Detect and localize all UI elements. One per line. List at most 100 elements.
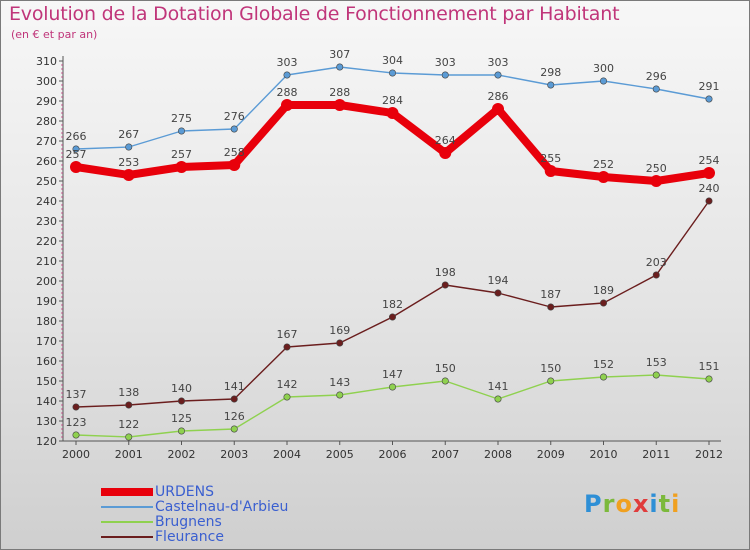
data-point (652, 371, 660, 379)
data-point (547, 377, 555, 385)
data-point (441, 281, 449, 289)
data-label: 266 (66, 130, 87, 143)
data-label: 288 (329, 86, 350, 99)
data-point (122, 169, 135, 181)
data-point (230, 425, 238, 433)
data-label: 300 (593, 62, 614, 75)
data-label: 257 (171, 148, 192, 161)
data-point (388, 69, 396, 77)
data-label: 143 (329, 376, 350, 389)
x-tick-label: 2005 (326, 448, 354, 461)
data-point (230, 395, 238, 403)
data-label: 125 (171, 412, 192, 425)
x-tick-label: 2012 (695, 448, 723, 461)
data-point (544, 165, 557, 177)
data-label: 189 (593, 284, 614, 297)
legend-swatch (101, 488, 153, 496)
data-point (230, 125, 238, 133)
data-point (125, 401, 133, 409)
data-point (333, 99, 346, 111)
data-label: 126 (224, 410, 245, 423)
data-point (441, 71, 449, 79)
data-label: 267 (118, 128, 139, 141)
x-tick-label: 2001 (115, 448, 143, 461)
data-point (125, 143, 133, 151)
data-label: 258 (224, 146, 245, 159)
y-tick-label: 310 (36, 55, 57, 68)
chart-title: Evolution de la Dotation Globale de Fonc… (9, 3, 620, 25)
data-point (125, 433, 133, 441)
data-label: 257 (66, 148, 87, 161)
data-label: 275 (171, 112, 192, 125)
data-label: 307 (329, 48, 350, 61)
data-label: 286 (488, 90, 509, 103)
data-label: 153 (646, 356, 667, 369)
data-point (72, 145, 80, 153)
y-tick-label: 260 (36, 155, 57, 168)
data-label: 284 (382, 94, 403, 107)
data-label: 141 (224, 380, 245, 393)
data-label: 122 (118, 418, 139, 431)
legend-swatch (101, 536, 153, 538)
data-point (494, 395, 502, 403)
legend-swatch (101, 506, 153, 508)
data-label: 194 (488, 274, 509, 287)
data-label: 187 (540, 288, 561, 301)
y-tick-label: 280 (36, 115, 57, 128)
x-tick-label: 2008 (484, 448, 512, 461)
data-label: 151 (699, 360, 720, 373)
y-tick-label: 290 (36, 95, 57, 108)
data-label: 150 (540, 362, 561, 375)
data-point (705, 197, 713, 205)
chart-subtitle: (en € et par an) (11, 28, 98, 41)
data-point (178, 427, 186, 435)
data-point (547, 81, 555, 89)
data-point (72, 431, 80, 439)
y-tick-label: 270 (36, 135, 57, 148)
x-tick-label: 2003 (220, 448, 248, 461)
data-label: 138 (118, 386, 139, 399)
data-label: 304 (382, 54, 403, 67)
data-label: 147 (382, 368, 403, 381)
data-point (441, 377, 449, 385)
y-tick-label: 150 (36, 375, 57, 388)
data-point (283, 343, 291, 351)
data-label: 303 (488, 56, 509, 69)
data-point (70, 161, 82, 173)
data-label: 240 (699, 182, 720, 195)
data-label: 252 (593, 158, 614, 171)
data-label: 291 (699, 80, 720, 93)
data-label: 198 (435, 266, 456, 279)
data-point (494, 71, 502, 79)
x-tick-label: 2010 (590, 448, 618, 461)
data-point (72, 403, 80, 411)
logo-letter: x (632, 490, 650, 518)
data-point (178, 397, 186, 405)
data-label: 142 (277, 378, 298, 391)
logo-letter: P (584, 490, 603, 518)
logo-letter: i (649, 490, 659, 518)
data-point (597, 171, 610, 183)
data-label: 254 (699, 154, 720, 167)
logo-letter: t (658, 490, 672, 518)
data-label: 137 (66, 388, 87, 401)
data-point (650, 175, 663, 187)
legend-label: Fleurance (155, 529, 224, 545)
x-tick-label: 2007 (431, 448, 459, 461)
data-point (336, 339, 344, 347)
y-tick-label: 170 (36, 335, 57, 348)
data-point (281, 99, 293, 111)
legend-label: Castelnau-d'Arbieu (155, 499, 289, 515)
y-tick-label: 300 (36, 75, 57, 88)
y-tick-label: 220 (36, 235, 57, 248)
data-label: 141 (488, 380, 509, 393)
y-tick-label: 200 (36, 275, 57, 288)
legend-swatch (101, 521, 153, 523)
data-point (494, 289, 502, 297)
x-tick-label: 2006 (379, 448, 407, 461)
x-tick-label: 2011 (642, 448, 670, 461)
data-label: 296 (646, 70, 667, 83)
data-label: 123 (66, 416, 87, 429)
